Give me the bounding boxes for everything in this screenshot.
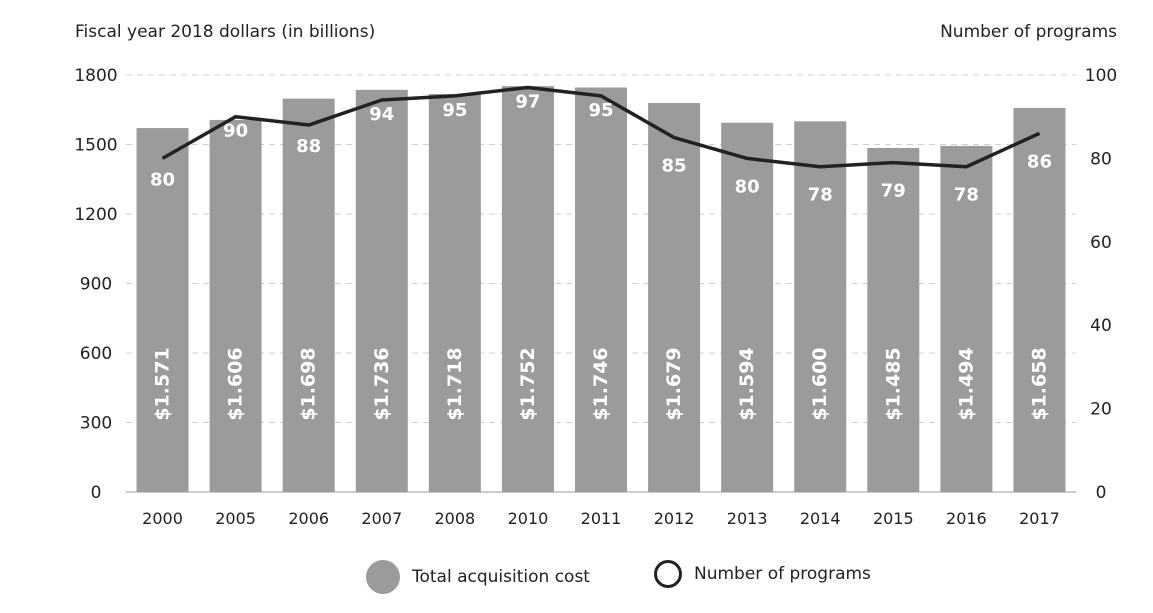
bar-value-label: $1.600 (809, 347, 831, 420)
bar-total-acquisition-cost (355, 89, 408, 493)
left-axis-tick-label: 0 (91, 483, 102, 503)
left-axis-tick-label: 900 (80, 275, 112, 295)
bar-value-label: $1.746 (590, 347, 612, 420)
line-point-label: 97 (515, 92, 540, 113)
bar-value-label: $1.594 (736, 347, 758, 420)
x-axis-tick-label: 2015 (873, 509, 914, 528)
bar-total-acquisition-cost (428, 93, 481, 492)
x-axis-tick-label: 2011 (581, 509, 622, 528)
x-axis-tick-label: 2012 (654, 509, 695, 528)
bar-total-acquisition-cost (501, 86, 554, 493)
bar-value-label: $1.494 (955, 347, 977, 420)
legend-bar-swatch-icon (366, 560, 400, 594)
x-axis-tick-label: 2013 (727, 509, 768, 528)
line-point-label: 94 (369, 104, 394, 125)
left-axis-tick-label: 1800 (74, 66, 117, 86)
bar-total-acquisition-cost (648, 103, 701, 492)
right-axis-tick-label: 80 (1090, 149, 1112, 169)
bar-total-acquisition-cost (794, 121, 847, 492)
right-axis-tick-label: 0 (1096, 483, 1107, 503)
x-axis-tick-label: 2007 (361, 509, 402, 528)
left-axis-title: Fiscal year 2018 dollars (in billions) (75, 22, 376, 42)
line-point-label: 80 (150, 169, 175, 190)
line-number-of-programs (161, 85, 1041, 169)
bar-total-acquisition-cost (575, 87, 627, 492)
right-axis-tick-label: 100 (1085, 66, 1117, 86)
line-point-label: 90 (223, 121, 248, 142)
line-point-label: 95 (442, 100, 467, 121)
bar-value-label: $1.571 (152, 347, 174, 420)
line-point-label: 85 (662, 156, 687, 177)
legend-item-number-of-programs: Number of programs (654, 560, 871, 588)
line-point-label: 80 (735, 176, 760, 197)
bar-total-acquisition-cost (1013, 107, 1066, 492)
bar-total-acquisition-cost (209, 119, 262, 493)
x-axis-tick-label: 2005 (215, 509, 256, 528)
bar-value-label: $1.485 (882, 347, 904, 420)
bar-value-label: $1.679 (663, 347, 685, 420)
bar-total-acquisition-cost (867, 147, 920, 492)
bar-total-acquisition-cost (940, 145, 993, 492)
line-point-label: 88 (296, 136, 321, 157)
legend-label-cost: Total acquisition cost (412, 567, 590, 587)
bar-total-acquisition-cost (282, 98, 335, 492)
x-axis-tick-label: 2010 (508, 509, 549, 528)
x-axis-tick-label: 2014 (800, 509, 841, 528)
right-axis-title: Number of programs (940, 22, 1117, 42)
line-point-label: 78 (808, 185, 833, 206)
bar-value-label: $1.718 (444, 347, 466, 420)
bar-value-label: $1.658 (1028, 347, 1050, 420)
line-point-label: 86 (1027, 151, 1052, 172)
right-axis-tick-label: 40 (1090, 316, 1112, 336)
chart-svg: 0 300 600 900 1200 1500 1800 0 20 40 60 80 100 $1.571… (74, 66, 1117, 528)
x-axis-tick-label: 2016 (946, 509, 987, 528)
x-axis-tick-label: 2017 (1019, 509, 1060, 528)
line-point-label: 78 (954, 185, 979, 206)
left-axis-tick-label: 600 (80, 344, 112, 364)
line-point-label: 95 (588, 100, 613, 121)
legend-item-total-acquisition-cost: Total acquisition cost (366, 560, 590, 594)
right-axis-tick-label: 60 (1090, 233, 1112, 253)
right-axis-tick-label: 20 (1090, 400, 1112, 420)
bar-value-label: $1.606 (225, 347, 247, 420)
bar-value-label: $1.752 (517, 347, 539, 420)
x-axis-tick-label: 2000 (142, 509, 183, 528)
left-axis-tick-label: 300 (80, 414, 112, 434)
x-axis-tick-label: 2006 (288, 509, 329, 528)
legend-line-swatch-icon (654, 560, 682, 588)
bar-value-label: $1.736 (371, 347, 393, 420)
left-axis-tick-label: 1200 (74, 205, 117, 225)
left-axis-tick-label: 1500 (74, 136, 117, 156)
x-axis-tick-label: 2008 (434, 509, 475, 528)
line-point-label: 79 (881, 181, 906, 202)
bar-value-label: $1.698 (298, 347, 320, 420)
legend-label-programs: Number of programs (694, 564, 871, 584)
bar-total-acquisition-cost (721, 122, 774, 493)
bar-total-acquisition-cost (136, 128, 189, 492)
